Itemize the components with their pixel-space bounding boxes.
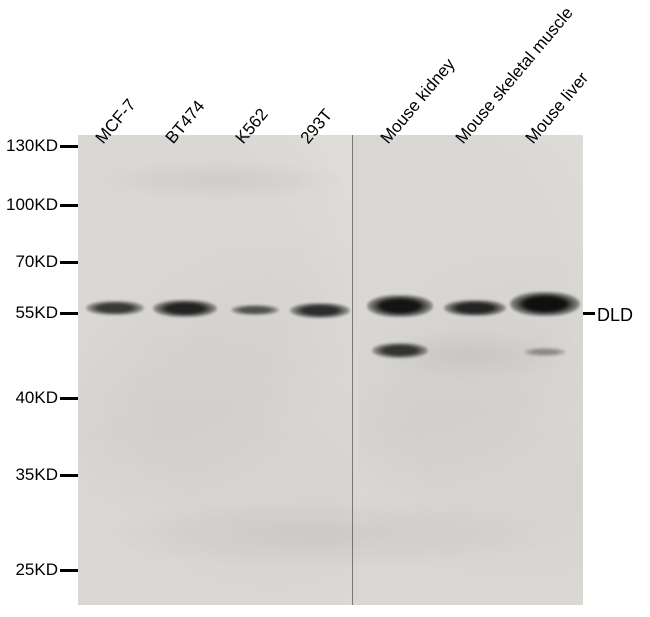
protein-band xyxy=(231,305,279,315)
protein-band xyxy=(290,303,350,318)
protein-name-label: DLD xyxy=(597,305,633,326)
mw-tick xyxy=(60,397,78,400)
gel-smudge xyxy=(370,330,570,380)
gel-smudge xyxy=(100,500,560,570)
gel-smudge xyxy=(90,160,350,200)
protein-tick xyxy=(583,312,595,315)
mw-label: 70KD xyxy=(15,252,58,272)
protein-band xyxy=(444,300,506,316)
mw-label: 35KD xyxy=(15,465,58,485)
mw-tick xyxy=(60,569,78,572)
mw-tick xyxy=(60,261,78,264)
mw-label: 40KD xyxy=(15,388,58,408)
mw-tick xyxy=(60,474,78,477)
protein-band xyxy=(510,292,580,316)
western-blot-figure: 130KD100KD70KD55KD40KD35KD25KD MCF-7BT47… xyxy=(0,0,650,617)
mw-tick xyxy=(60,312,78,315)
mw-tick xyxy=(60,204,78,207)
protein-band xyxy=(153,300,217,317)
protein-band xyxy=(367,295,433,317)
mw-label: 130KD xyxy=(6,136,58,156)
protein-band xyxy=(86,301,144,315)
mw-label: 100KD xyxy=(6,195,58,215)
mw-label: 55KD xyxy=(15,303,58,323)
mw-tick xyxy=(60,145,78,148)
lane-label: Mouse skeletal muscle xyxy=(452,3,578,148)
mw-label: 25KD xyxy=(15,560,58,580)
